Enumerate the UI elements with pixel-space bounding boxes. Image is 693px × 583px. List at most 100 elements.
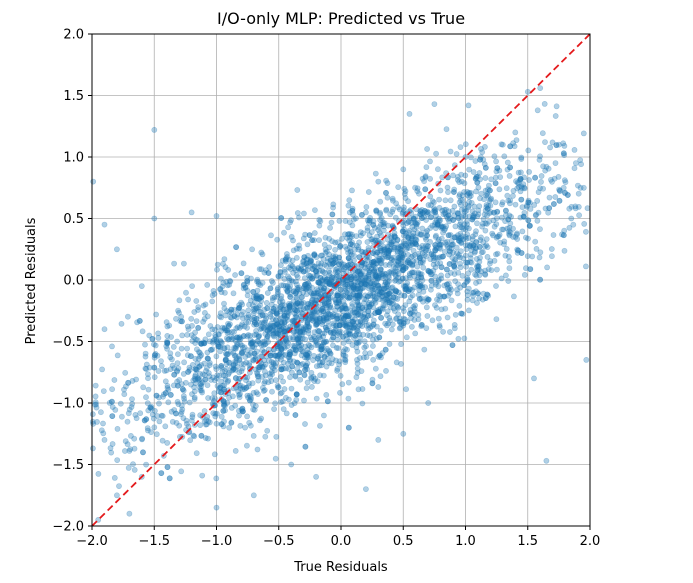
scatter-point (510, 225, 516, 232)
scatter-point (437, 245, 444, 252)
scatter-point (355, 323, 362, 330)
scatter-point (337, 372, 344, 379)
scatter-point (500, 226, 507, 233)
scatter-point (365, 189, 372, 195)
scatter-point (278, 215, 285, 221)
scatter-point (301, 366, 308, 373)
scatter-point (551, 201, 557, 207)
scatter-point (365, 273, 372, 280)
scatter-point (301, 254, 308, 260)
scatter-point (310, 357, 316, 363)
scatter-point (261, 341, 268, 348)
scatter-point (305, 354, 312, 361)
scatter-point (303, 291, 310, 298)
scatter-point (336, 261, 342, 268)
scatter-point (246, 352, 253, 358)
scatter-point (476, 243, 483, 250)
scatter-point (234, 334, 240, 341)
scatter-point (164, 332, 171, 339)
scatter-point (462, 233, 469, 240)
scatter-point (184, 323, 191, 330)
scatter-point (258, 415, 265, 422)
scatter-point (258, 294, 265, 301)
scatter-point (151, 364, 158, 371)
scatter-point (377, 211, 383, 218)
scatter-point (263, 299, 270, 306)
scatter-point (175, 365, 182, 372)
scatter-point (370, 258, 377, 265)
scatter-point (400, 228, 406, 235)
scatter-point (210, 374, 216, 381)
scatter-point (218, 389, 224, 396)
scatter-point (209, 292, 216, 299)
scatter-point (189, 283, 195, 289)
scatter-point (412, 330, 419, 337)
scatter-point (228, 419, 235, 426)
scatter-point (281, 319, 288, 326)
scatter-point (534, 107, 541, 114)
scatter-point (358, 211, 365, 218)
scatter-point (243, 442, 250, 449)
scatter-point (240, 384, 247, 391)
scatter-point (449, 254, 456, 261)
scatter-point (506, 258, 513, 265)
scatter-point (371, 281, 378, 288)
scatter-point (352, 332, 358, 339)
scatter-point (304, 320, 311, 327)
scatter-point (174, 351, 181, 358)
scatter-point (406, 310, 413, 317)
scatter-point (268, 278, 275, 284)
scatter-point (421, 346, 428, 353)
scatter-point (109, 343, 115, 350)
scatter-point (423, 242, 429, 249)
scatter-point (538, 178, 544, 185)
scatter-point (274, 321, 280, 328)
scatter-point (127, 432, 134, 439)
scatter-point (101, 326, 108, 333)
scatter-point (521, 271, 528, 278)
scatter-point (414, 219, 421, 226)
scatter-point (388, 241, 395, 248)
scatter-point (288, 301, 294, 308)
scatter-point (441, 293, 448, 300)
scatter-point (388, 233, 394, 240)
scatter-point (323, 314, 330, 321)
scatter-point (180, 260, 187, 267)
scatter-point (457, 144, 464, 150)
scatter-point (361, 338, 368, 345)
scatter-point (471, 249, 478, 256)
scatter-point (520, 181, 527, 188)
scatter-point (201, 340, 208, 346)
scatter-point (316, 279, 322, 286)
scatter-point (278, 399, 284, 405)
scatter-point (412, 213, 419, 220)
scatter-point (560, 232, 567, 239)
scatter-point (187, 353, 194, 360)
scatter-point (334, 274, 341, 280)
scatter-point (158, 470, 165, 476)
scatter-point (556, 197, 563, 204)
scatter-point (423, 217, 429, 223)
scatter-point (257, 340, 263, 347)
scatter-point (337, 286, 344, 293)
scatter-point (497, 239, 504, 246)
scatter-point (213, 504, 220, 511)
scatter-point (402, 283, 409, 290)
scatter-point (210, 338, 217, 344)
scatter-point (374, 282, 381, 289)
scatter-point (98, 409, 104, 416)
scatter-point (335, 345, 342, 351)
scatter-point (410, 230, 417, 236)
scatter-point (329, 260, 336, 267)
scatter-point (353, 339, 360, 346)
scatter-point (398, 341, 404, 347)
scatter-point (360, 331, 366, 338)
scatter-point (89, 411, 96, 418)
scatter-point (364, 257, 371, 263)
scatter-point (474, 220, 480, 227)
scatter-point (485, 292, 492, 299)
scatter-point (486, 187, 493, 194)
scatter-point (224, 399, 231, 406)
scatter-point (342, 313, 349, 319)
scatter-point (322, 281, 329, 288)
